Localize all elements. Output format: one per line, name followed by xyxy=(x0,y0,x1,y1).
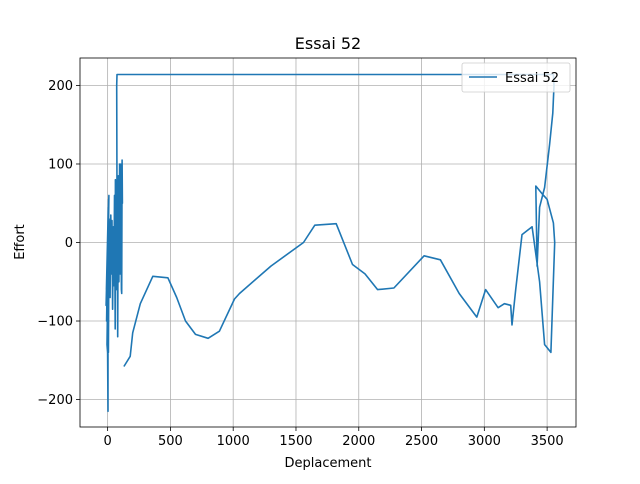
axis-ticks: 0 500 1000 1500 2000 2500 3000 3500 −200 −100 0 100… xyxy=(37,79,563,449)
legend: Essai 52 xyxy=(461,62,571,93)
y-tick-label: 0 xyxy=(65,236,73,251)
x-axis-label: Deplacement xyxy=(285,456,372,471)
x-tick-label: 1000 xyxy=(217,434,250,449)
x-tick-label: 3500 xyxy=(531,434,564,449)
legend-label: Essai 52 xyxy=(505,71,559,86)
y-tick-label: 200 xyxy=(48,79,73,94)
legend-box xyxy=(461,62,571,93)
y-axis-label: Effort xyxy=(13,224,28,260)
x-tick-label: 500 xyxy=(158,434,183,449)
x-tick-label: 2000 xyxy=(342,434,375,449)
series-line xyxy=(105,73,556,413)
series-group xyxy=(105,73,556,413)
x-tick-label: 3000 xyxy=(468,434,501,449)
y-tick-label: 100 xyxy=(48,157,73,172)
grid-lines xyxy=(80,58,576,427)
chart-title: Essai 52 xyxy=(295,34,361,53)
y-tick-label: −200 xyxy=(37,393,73,408)
x-tick-label: 0 xyxy=(103,434,111,449)
x-tick-label: 1500 xyxy=(279,434,312,449)
y-tick-label: −100 xyxy=(37,315,73,330)
x-tick-label: 2500 xyxy=(405,434,438,449)
